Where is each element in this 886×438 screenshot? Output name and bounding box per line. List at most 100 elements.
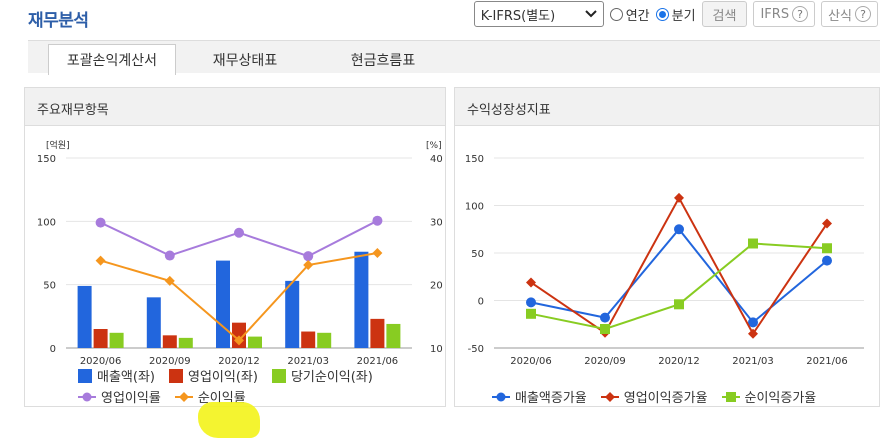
y-tick-label: 0 <box>478 297 484 308</box>
net-growth-point <box>822 243 832 254</box>
controls: K-IFRS(별도) 연간 분기 검색 IFRS ? 산식 ? <box>473 1 878 27</box>
net-growth-point <box>600 324 610 334</box>
bar-op-income <box>162 335 177 348</box>
rev-growth-point <box>600 312 610 323</box>
op-growth-point <box>748 328 758 339</box>
op-margin-point <box>95 217 106 228</box>
rev-growth-point <box>822 255 832 266</box>
bar-revenue <box>146 297 161 348</box>
legend-op-margin[interactable]: 영업이익률 <box>78 387 161 406</box>
right-legend: 매출액증가율 영업이익증가율 순이익증가율 <box>492 387 872 406</box>
x-tick-label: 2021/06 <box>357 356 399 367</box>
legend-op-growth-label: 영업이익증가율 <box>623 391 708 406</box>
op-margin-point <box>234 227 244 238</box>
x-tick-label: 2020/09 <box>149 356 191 367</box>
legend-net-income-swatch <box>271 368 286 383</box>
x-tick-label: 2020/09 <box>584 356 626 367</box>
y2-tick-label: 30 <box>430 217 443 228</box>
y2-tick-label: 40 <box>430 154 443 165</box>
y-axis-unit-left: [억원] <box>46 139 70 151</box>
left-legend: 매출액(좌) 영업이익(좌) 당기순이익(좌) 영업이익률 순이익률 <box>78 366 408 406</box>
legend-op-margin-label: 영업이익률 <box>101 391 161 406</box>
legend-op-growth[interactable]: 영업이익증가율 <box>600 387 708 406</box>
legend-revenue-label: 매출액(좌) <box>97 370 155 385</box>
radio-quarter-circle[interactable] <box>655 7 669 21</box>
bar-op-income <box>370 318 385 348</box>
legend-net-growth-label: 순이익증가율 <box>744 391 817 406</box>
accounting-standard-select[interactable]: K-IFRS(별도) <box>473 1 604 27</box>
chevron-down-icon <box>584 7 597 22</box>
op-growth-point <box>674 192 684 203</box>
formula-label: 산식 <box>828 8 852 24</box>
x-tick-label: 2021/03 <box>732 356 774 367</box>
y-tick-label: -50 <box>468 344 484 355</box>
bar-op-income <box>301 331 316 348</box>
legend-net-income-label: 당기순이익(좌) <box>290 370 373 385</box>
radio-annual-label: 연간 <box>625 8 650 24</box>
y-tick-label: 100 <box>465 202 484 213</box>
bar-net-income <box>317 332 332 348</box>
legend-op-income[interactable]: 영업이익(좌) <box>168 366 258 385</box>
net-margin-point <box>372 248 383 258</box>
net-margin-point <box>95 255 106 266</box>
legend-op-growth-marker <box>600 391 619 402</box>
rev-growth-point <box>674 224 684 235</box>
bar-revenue <box>216 260 230 348</box>
ifrs-help-button[interactable]: IFRS ? <box>753 1 816 27</box>
y-tick-label: 100 <box>37 217 56 228</box>
radio-annual[interactable]: 연간 <box>609 5 650 24</box>
bar-revenue <box>354 251 369 348</box>
op-margin-line <box>100 219 378 258</box>
legend-rev-growth[interactable]: 매출액증가율 <box>492 387 587 406</box>
radio-quarter[interactable]: 분기 <box>655 5 696 24</box>
bar-net-income <box>248 336 262 348</box>
help-icon: ? <box>792 6 809 22</box>
financial-items-chart: [억원] [%] 0 50 100 150 10 20 30 40 2020/06 2020/09 20… <box>37 139 443 367</box>
bar-net-income <box>178 337 193 348</box>
op-margin-point <box>164 250 175 261</box>
y-tick-label: 150 <box>465 154 484 165</box>
y2-tick-label: 20 <box>430 281 443 292</box>
x-tick-label: 2021/06 <box>806 356 848 367</box>
legend-op-income-swatch <box>168 368 183 383</box>
legend-net-income[interactable]: 당기순이익(좌) <box>271 366 373 385</box>
net-margin-point <box>164 275 175 286</box>
net-growth-point <box>674 299 684 310</box>
ifrs-label: IFRS <box>760 6 790 22</box>
legend-rev-growth-marker <box>492 392 510 401</box>
tab-income-statement[interactable]: 포괄손익계산서 <box>48 44 176 75</box>
tab-cash-flow[interactable]: 현금흐름표 <box>350 52 416 69</box>
highlighter-mark <box>198 402 260 438</box>
x-tick-label: 2020/12 <box>658 356 700 367</box>
bar-revenue <box>77 285 92 348</box>
legend-revenue[interactable]: 매출액(좌) <box>78 366 155 385</box>
radio-annual-circle[interactable] <box>609 7 623 21</box>
help-icon: ? <box>855 6 871 22</box>
left-panel: 주요재무항목 <box>24 87 446 407</box>
growth-rate-chart: -50 0 50 100 150 2020/06 2020/09 2020/12 2021/03… <box>465 154 864 367</box>
x-tick-label: 2020/12 <box>218 356 260 367</box>
op-growth-line <box>530 195 828 336</box>
tab-balance-sheet[interactable]: 재무상태표 <box>212 52 278 69</box>
op-margin-point <box>372 215 383 226</box>
y-tick-label: 0 <box>50 344 56 355</box>
legend-net-margin-marker <box>174 391 193 402</box>
legend-net-growth[interactable]: 순이익증가율 <box>721 387 817 406</box>
formula-help-button[interactable]: 산식 ? <box>821 1 878 27</box>
bar-op-income <box>93 329 108 348</box>
search-button[interactable]: 검색 <box>701 1 748 27</box>
bar-net-income <box>386 323 401 348</box>
net-growth-point <box>526 308 536 319</box>
y-tick-label: 50 <box>43 281 56 292</box>
net-growth-line <box>530 242 828 331</box>
legend-revenue-swatch <box>78 368 92 383</box>
radio-quarter-label: 분기 <box>671 8 696 24</box>
left-panel-title: 주요재무항목 <box>25 88 445 126</box>
legend-op-margin-marker <box>78 392 96 401</box>
legend-net-growth-marker <box>721 391 740 402</box>
op-margin-point <box>303 251 314 262</box>
x-tick-label: 2021/03 <box>287 356 329 367</box>
y-axis-unit-right: [%] <box>426 141 442 151</box>
op-growth-point <box>526 277 536 288</box>
net-margin-point <box>234 335 244 346</box>
